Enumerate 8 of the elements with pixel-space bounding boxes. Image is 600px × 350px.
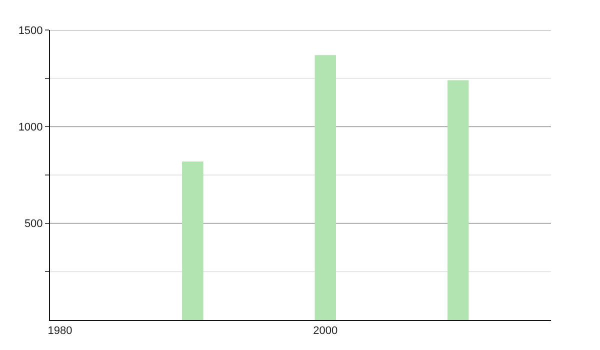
bar — [447, 80, 469, 320]
y-tick-label: 1000 — [18, 122, 43, 134]
x-tick-label: 1980 — [48, 325, 72, 338]
bar — [182, 161, 204, 320]
bar — [314, 55, 336, 320]
y-tick-label: 1500 — [18, 24, 43, 37]
y-tick-label: 500 — [24, 218, 43, 230]
x-tick-label: 2000 — [313, 325, 338, 338]
